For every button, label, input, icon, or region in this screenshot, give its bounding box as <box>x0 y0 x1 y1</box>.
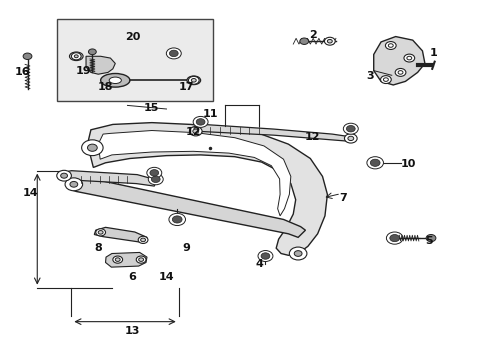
Text: 5: 5 <box>424 236 432 246</box>
Polygon shape <box>190 125 351 141</box>
Circle shape <box>394 68 405 76</box>
Circle shape <box>327 40 331 43</box>
Circle shape <box>347 136 353 140</box>
Circle shape <box>150 170 158 176</box>
Circle shape <box>258 251 272 261</box>
Circle shape <box>191 78 196 82</box>
Polygon shape <box>58 171 157 186</box>
Polygon shape <box>98 131 290 216</box>
Text: 12: 12 <box>305 132 320 142</box>
Circle shape <box>346 126 354 132</box>
Polygon shape <box>69 176 305 237</box>
Circle shape <box>74 55 78 58</box>
Ellipse shape <box>69 52 83 60</box>
Circle shape <box>23 53 32 59</box>
Bar <box>57 19 212 101</box>
Circle shape <box>193 116 208 127</box>
Polygon shape <box>94 227 147 243</box>
Ellipse shape <box>186 76 200 85</box>
Circle shape <box>383 78 387 81</box>
Circle shape <box>115 258 120 261</box>
Text: 20: 20 <box>124 32 140 41</box>
Circle shape <box>406 56 411 60</box>
Circle shape <box>138 236 148 243</box>
Text: 11: 11 <box>202 109 218 119</box>
Circle shape <box>344 134 356 143</box>
Circle shape <box>425 234 435 242</box>
Circle shape <box>98 230 103 234</box>
Text: 15: 15 <box>144 103 159 113</box>
Circle shape <box>136 256 146 263</box>
Circle shape <box>87 144 97 151</box>
Circle shape <box>71 53 81 60</box>
Circle shape <box>141 238 145 242</box>
Ellipse shape <box>109 77 121 84</box>
Circle shape <box>61 173 67 178</box>
Circle shape <box>146 167 162 178</box>
Circle shape <box>189 127 202 136</box>
Circle shape <box>299 38 308 44</box>
Text: 16: 16 <box>15 67 30 77</box>
Circle shape <box>57 170 71 181</box>
Circle shape <box>65 178 82 191</box>
Circle shape <box>192 129 198 134</box>
Circle shape <box>172 216 182 223</box>
Text: 13: 13 <box>124 325 140 336</box>
Circle shape <box>81 140 103 156</box>
Circle shape <box>139 258 143 261</box>
Circle shape <box>196 119 204 125</box>
Text: 12: 12 <box>185 127 201 136</box>
Polygon shape <box>373 37 424 85</box>
Circle shape <box>166 48 181 59</box>
Polygon shape <box>86 56 115 74</box>
Text: 14: 14 <box>23 188 39 198</box>
Circle shape <box>294 251 302 256</box>
Circle shape <box>88 49 96 55</box>
Circle shape <box>70 181 78 187</box>
Text: 1: 1 <box>429 48 437 58</box>
Text: 7: 7 <box>339 193 346 203</box>
Text: 2: 2 <box>308 30 316 40</box>
Circle shape <box>389 234 399 242</box>
Text: 10: 10 <box>400 159 415 169</box>
Circle shape <box>169 50 178 57</box>
Circle shape <box>385 41 395 49</box>
Circle shape <box>168 213 185 226</box>
Circle shape <box>343 123 358 134</box>
Circle shape <box>369 159 379 166</box>
Circle shape <box>386 232 402 244</box>
Circle shape <box>289 247 306 260</box>
Text: 9: 9 <box>182 243 189 253</box>
Circle shape <box>96 229 105 236</box>
Text: 18: 18 <box>98 82 113 92</box>
Text: 14: 14 <box>158 272 174 282</box>
Text: 8: 8 <box>94 243 102 253</box>
Circle shape <box>380 76 390 84</box>
Ellipse shape <box>101 73 130 87</box>
Circle shape <box>403 54 414 62</box>
Text: 4: 4 <box>255 259 263 269</box>
Circle shape <box>261 253 269 259</box>
Circle shape <box>188 76 199 84</box>
Circle shape <box>151 176 160 183</box>
Circle shape <box>113 256 122 263</box>
Polygon shape <box>105 252 147 267</box>
Circle shape <box>397 71 402 74</box>
Text: 3: 3 <box>366 71 373 81</box>
Circle shape <box>387 44 392 47</box>
Text: 6: 6 <box>128 272 136 282</box>
Circle shape <box>148 174 163 185</box>
Text: 19: 19 <box>76 66 91 76</box>
Circle shape <box>366 157 383 169</box>
Polygon shape <box>87 123 327 255</box>
Circle shape <box>324 37 334 45</box>
Text: 17: 17 <box>178 82 194 92</box>
